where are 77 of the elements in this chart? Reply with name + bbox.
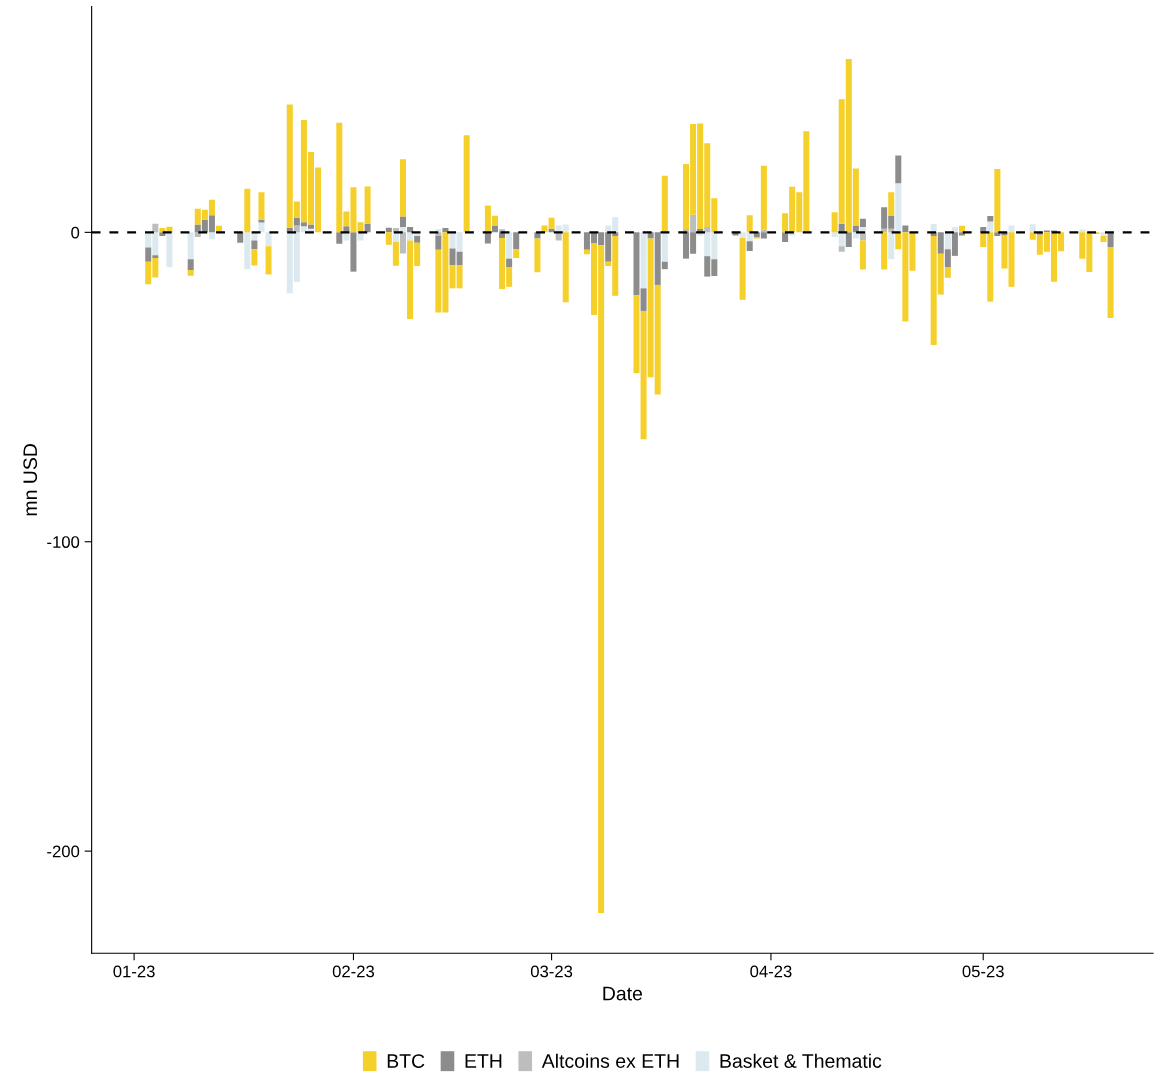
bar [1008, 232, 1015, 287]
bar [399, 232, 406, 254]
bar [1100, 232, 1107, 237]
x-tick-label: 04-23 [750, 965, 792, 978]
bar [746, 215, 753, 233]
bar [407, 227, 414, 233]
bar [1107, 232, 1114, 247]
bar [760, 165, 767, 230]
y-axis-title: mn USD [23, 444, 38, 516]
bar [739, 237, 746, 300]
bar [237, 232, 244, 243]
legend-label: Altcoins ex ETH [541, 1053, 679, 1068]
bar [633, 295, 640, 374]
bar [838, 246, 845, 252]
bar [350, 232, 357, 272]
bar [852, 232, 859, 239]
bar [194, 232, 201, 237]
bar [845, 232, 852, 247]
bar [1100, 236, 1107, 242]
bar [187, 232, 194, 260]
bar [187, 259, 194, 271]
bar [506, 232, 513, 259]
bar [1001, 235, 1008, 269]
bar [640, 288, 647, 311]
x-axis-title: Date [603, 986, 643, 1001]
bar [661, 232, 668, 262]
bar [484, 232, 491, 244]
bar [513, 232, 520, 250]
bar [994, 168, 1001, 233]
bar [782, 232, 789, 242]
x-tick-label: 01-23 [113, 965, 155, 978]
legend-label: BTC [387, 1054, 425, 1068]
bar [534, 238, 541, 273]
bar [399, 159, 406, 217]
bar [881, 232, 888, 270]
bar [414, 236, 421, 243]
legend-label: Basket & Thematic [720, 1053, 882, 1068]
bar [513, 249, 520, 259]
bar [661, 175, 668, 233]
bar [463, 135, 470, 233]
bar [859, 232, 866, 241]
bar [944, 232, 951, 250]
x-tick-label: 02-23 [332, 965, 375, 978]
bar [251, 240, 258, 250]
bar [640, 232, 647, 289]
bar [987, 215, 994, 222]
bar [399, 216, 406, 228]
bar [888, 192, 895, 216]
bar [208, 232, 215, 240]
bar [746, 241, 753, 251]
bar [506, 258, 513, 267]
bar [251, 249, 258, 266]
bar [435, 236, 442, 250]
bar [336, 232, 343, 244]
bar [562, 232, 569, 303]
y-tick-label: 0 [71, 226, 80, 239]
bar [895, 183, 902, 233]
bar [258, 192, 265, 220]
legend-label: ETH [465, 1054, 502, 1068]
bar [1107, 246, 1114, 319]
bar [895, 155, 902, 184]
bar [1029, 224, 1036, 233]
bar [392, 232, 399, 242]
bar [859, 240, 866, 270]
bar [166, 232, 173, 268]
bar [888, 232, 895, 260]
bar [704, 227, 711, 233]
bar [265, 246, 272, 275]
x-tick-label: 05-23 [962, 965, 1004, 978]
bar [187, 270, 194, 276]
bar [244, 188, 251, 233]
bar [265, 232, 272, 247]
x-tick-label: 03-23 [530, 965, 573, 978]
bar [633, 232, 640, 296]
y-tick-label: -100 [47, 536, 80, 548]
bar [258, 222, 265, 233]
y-tick-label: -200 [47, 845, 80, 858]
